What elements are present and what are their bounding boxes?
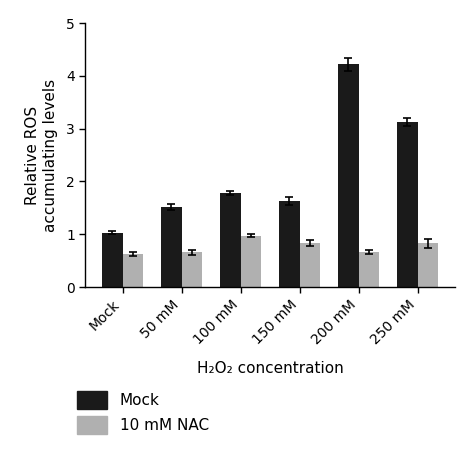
- Bar: [161, 207, 182, 287]
- Bar: [102, 233, 123, 287]
- Bar: [359, 252, 379, 287]
- Y-axis label: Relative ROS
accumulating levels: Relative ROS accumulating levels: [25, 79, 58, 232]
- Bar: [123, 254, 144, 287]
- Bar: [397, 122, 418, 287]
- Bar: [300, 243, 320, 287]
- X-axis label: H₂O₂ concentration: H₂O₂ concentration: [197, 361, 344, 376]
- Legend: Mock, 10 mM NAC: Mock, 10 mM NAC: [69, 383, 217, 442]
- Bar: [241, 236, 261, 287]
- Bar: [182, 252, 202, 287]
- Bar: [220, 193, 241, 287]
- Bar: [279, 201, 300, 287]
- Bar: [338, 64, 359, 287]
- Bar: [418, 243, 438, 287]
